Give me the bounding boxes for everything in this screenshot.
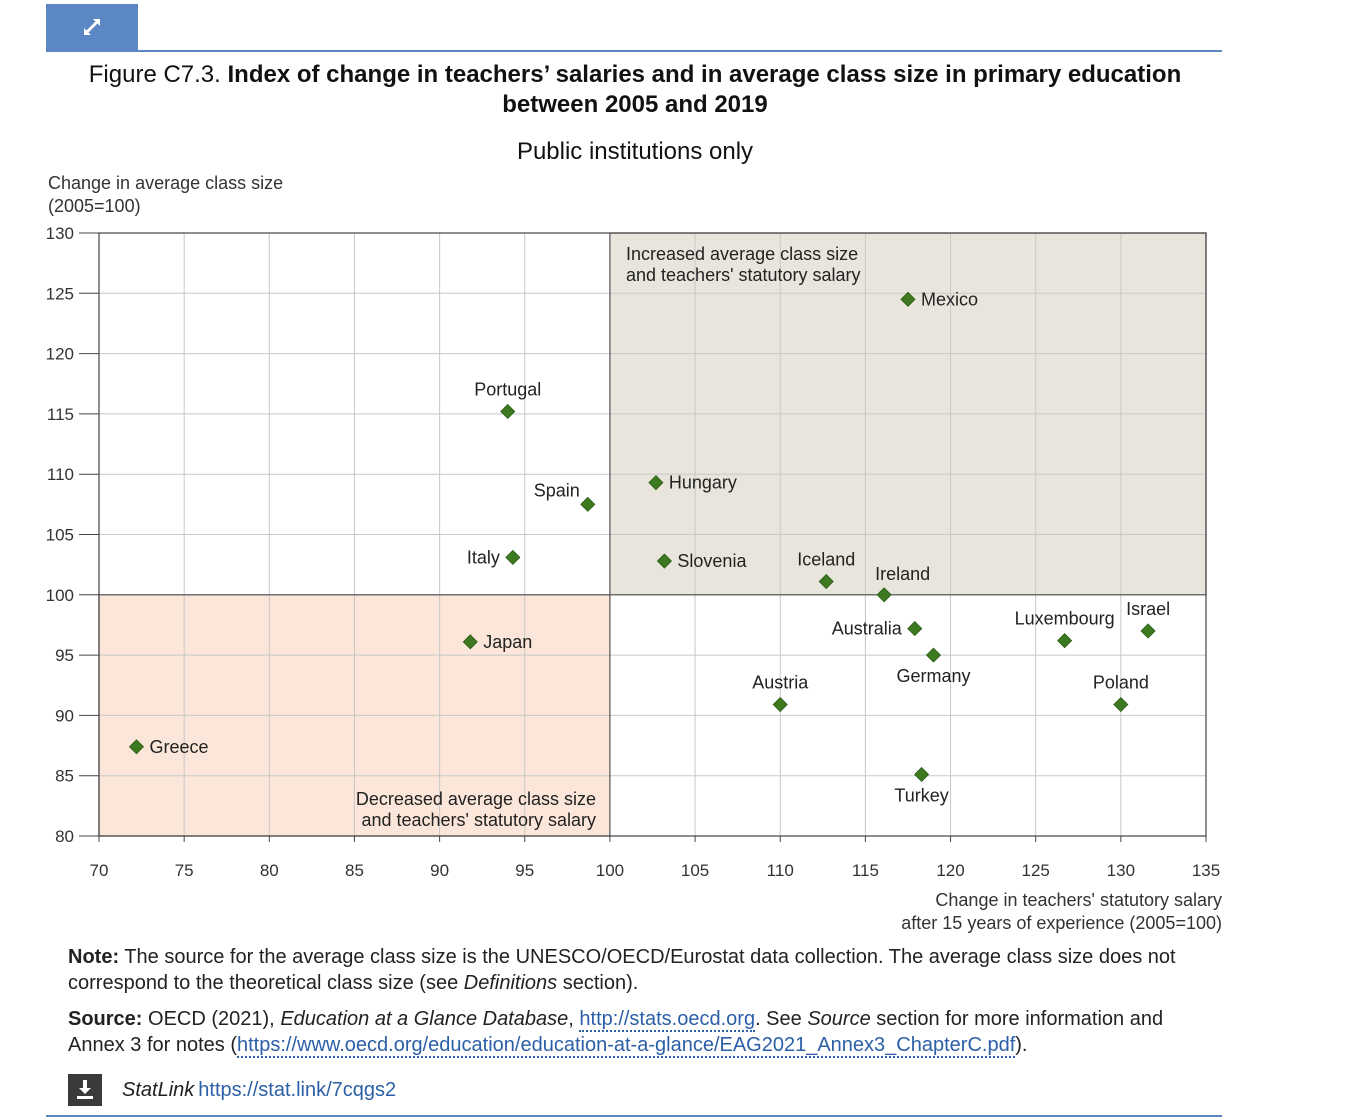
point-label-germany: Germany bbox=[896, 666, 970, 686]
x-axis-title-line1: Change in teachers' statutory salary bbox=[935, 890, 1222, 910]
figure-title: Figure C7.3. Index of change in teachers… bbox=[60, 60, 1210, 120]
marker-spain bbox=[580, 496, 596, 512]
marker-japan bbox=[462, 634, 478, 650]
x-tick-label: 70 bbox=[90, 861, 109, 880]
y-tick-label: 80 bbox=[55, 827, 74, 846]
marker-portugal bbox=[500, 403, 516, 420]
note-end: section). bbox=[562, 972, 639, 994]
expand-arrows-icon bbox=[84, 19, 100, 35]
point-label-greece: Greece bbox=[149, 737, 208, 757]
statlink-url[interactable]: https://stat.link/7cqgs2 bbox=[198, 1078, 397, 1101]
x-tick-label: 100 bbox=[596, 861, 624, 880]
point-label-portugal: Portugal bbox=[474, 379, 541, 399]
marker-israel bbox=[1140, 623, 1156, 639]
point-label-mexico: Mexico bbox=[921, 289, 978, 309]
marker-poland bbox=[1113, 696, 1129, 713]
x-tick-label: 105 bbox=[681, 861, 709, 880]
y-tick-label: 95 bbox=[55, 646, 74, 665]
y-tick-label: 120 bbox=[46, 345, 74, 364]
note-paragraph: Note: The source for the average class s… bbox=[68, 944, 1198, 996]
point-label-poland: Poland bbox=[1093, 673, 1149, 693]
y-tick-label: 100 bbox=[46, 586, 74, 605]
x-tick-label: 130 bbox=[1107, 861, 1135, 880]
x-tick-label: 90 bbox=[430, 861, 449, 880]
marker-greece bbox=[128, 739, 145, 755]
footer-divider bbox=[46, 1115, 1222, 1117]
marker-turkey bbox=[914, 766, 930, 783]
quadrant-label-decreased: Decreased average class size bbox=[356, 789, 596, 809]
source-label: Source: bbox=[68, 1008, 143, 1030]
y-axis-title-line2: (2005=100) bbox=[48, 196, 141, 216]
y-axis-title-line1: Change in average class size bbox=[48, 173, 283, 193]
x-tick-label: 85 bbox=[345, 861, 364, 880]
marker-australia bbox=[907, 621, 923, 637]
point-label-iceland: Iceland bbox=[797, 550, 855, 570]
x-tick-label: 110 bbox=[767, 861, 794, 880]
marker-ireland bbox=[876, 587, 892, 603]
point-label-hungary: Hungary bbox=[669, 473, 737, 493]
marker-mexico bbox=[900, 291, 916, 307]
point-label-luxembourg: Luxembourg bbox=[1015, 609, 1115, 629]
quadrant-label-increased: Increased average class size bbox=[626, 244, 858, 264]
x-tick-label: 80 bbox=[260, 861, 279, 880]
source-text-2: . See bbox=[755, 1008, 802, 1030]
point-label-japan: Japan bbox=[483, 632, 532, 652]
note-text: The source for the average class size is… bbox=[68, 946, 1176, 994]
x-tick-label: 120 bbox=[936, 861, 964, 880]
marker-hungary bbox=[648, 475, 664, 491]
point-label-spain: Spain bbox=[534, 480, 580, 500]
x-tick-label: 135 bbox=[1192, 861, 1220, 880]
note-italic: Definitions bbox=[463, 972, 558, 994]
statlink-label: StatLink bbox=[122, 1078, 195, 1101]
point-label-italy: Italy bbox=[467, 547, 500, 567]
y-tick-label: 105 bbox=[46, 526, 74, 545]
point-label-austria: Austria bbox=[752, 673, 809, 693]
point-label-turkey: Turkey bbox=[894, 785, 948, 805]
y-tick-label: 90 bbox=[55, 706, 74, 725]
marker-slovenia bbox=[656, 553, 672, 569]
annex-link[interactable]: https://www.oecd.org/education/education… bbox=[236, 1034, 1016, 1058]
source-database-title: Education at a Glance Database bbox=[280, 1008, 569, 1030]
x-tick-label: 125 bbox=[1022, 861, 1050, 880]
x-axis-title-line2: after 15 years of experience (2005=100) bbox=[901, 913, 1222, 933]
plot-area: 80 85 90 95 100 105 110 115 120 125 130 70 75 80 85 90 9… bbox=[46, 224, 1221, 880]
marker-germany bbox=[925, 647, 942, 663]
statlink-row: StatLink https://stat.link/7cqgs2 bbox=[68, 1074, 396, 1106]
download-icon bbox=[77, 1080, 93, 1099]
marker-luxembourg bbox=[1057, 633, 1073, 649]
source-paragraph: Source: OECD (2021), Education at a Glan… bbox=[68, 1008, 1164, 1058]
source-text-1: OECD (2021), bbox=[148, 1008, 275, 1030]
source-text-4: ). bbox=[1015, 1034, 1028, 1056]
x-tick-label: 115 bbox=[852, 861, 879, 880]
source-italic-2: Source bbox=[807, 1008, 871, 1030]
oecd-stats-link[interactable]: http://stats.oecd.org bbox=[579, 1008, 756, 1032]
point-label-ireland: Ireland bbox=[875, 564, 930, 584]
source-text-3: section for more information and Annex 3… bbox=[68, 1008, 1164, 1056]
y-tick-label: 85 bbox=[55, 767, 74, 786]
y-tick-label: 125 bbox=[46, 284, 74, 303]
note-label: Note: bbox=[68, 946, 120, 968]
header-divider bbox=[46, 50, 1222, 52]
y-tick-label: 130 bbox=[46, 224, 74, 243]
figure-label: Figure C7.3. bbox=[88, 61, 221, 88]
marker-italy bbox=[505, 549, 521, 565]
x-tick-label: 95 bbox=[515, 861, 534, 880]
marker-austria bbox=[772, 696, 788, 713]
point-label-australia: Australia bbox=[832, 619, 903, 639]
quadrant-label-decreased: and teachers' statutory salary bbox=[361, 810, 596, 830]
scatter-chart: Change in average class size (2005=100) … bbox=[46, 173, 1222, 933]
x-tick-label: 75 bbox=[175, 861, 194, 880]
point-label-slovenia: Slovenia bbox=[677, 551, 747, 571]
quadrant-label-increased: and teachers' statutory salary bbox=[626, 265, 861, 285]
y-tick-label: 115 bbox=[47, 405, 74, 424]
marker-iceland bbox=[818, 573, 834, 590]
download-button[interactable] bbox=[68, 1074, 102, 1106]
point-label-israel: Israel bbox=[1126, 599, 1170, 619]
expand-button[interactable] bbox=[46, 4, 138, 50]
figure-title-text: Index of change in teachers’ salaries an… bbox=[227, 61, 1182, 118]
y-tick-label: 110 bbox=[47, 465, 74, 484]
figure-subtitle: Public institutions only bbox=[516, 138, 754, 165]
